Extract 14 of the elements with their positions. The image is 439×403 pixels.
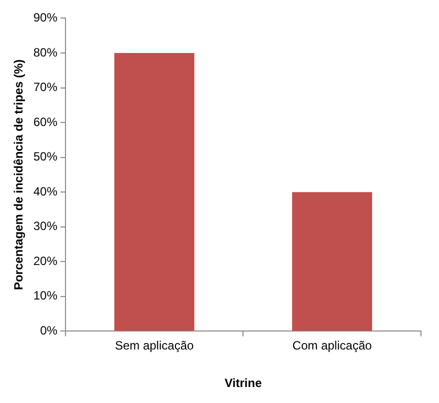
x-tick-label: Sem aplicação bbox=[114, 338, 194, 353]
y-tick-label: 30% bbox=[33, 219, 58, 234]
y-tick-label: 60% bbox=[33, 114, 58, 129]
y-tick-label: 70% bbox=[33, 80, 58, 94]
x-axis-title: Vitrine bbox=[224, 376, 262, 390]
y-tick-label: 10% bbox=[33, 288, 58, 303]
y-tick-label: 0% bbox=[40, 324, 58, 338]
y-tick-label: 40% bbox=[33, 184, 58, 198]
y-tick-label: 90% bbox=[33, 10, 58, 25]
y-axis-title: Porcentagem de incidência de tripes (%) bbox=[12, 59, 26, 290]
x-tick-label: Com aplicação bbox=[292, 338, 372, 353]
y-tick-label: 20% bbox=[33, 254, 58, 268]
y-tick-label: 80% bbox=[33, 45, 58, 60]
y-tick-label: 50% bbox=[33, 150, 58, 164]
